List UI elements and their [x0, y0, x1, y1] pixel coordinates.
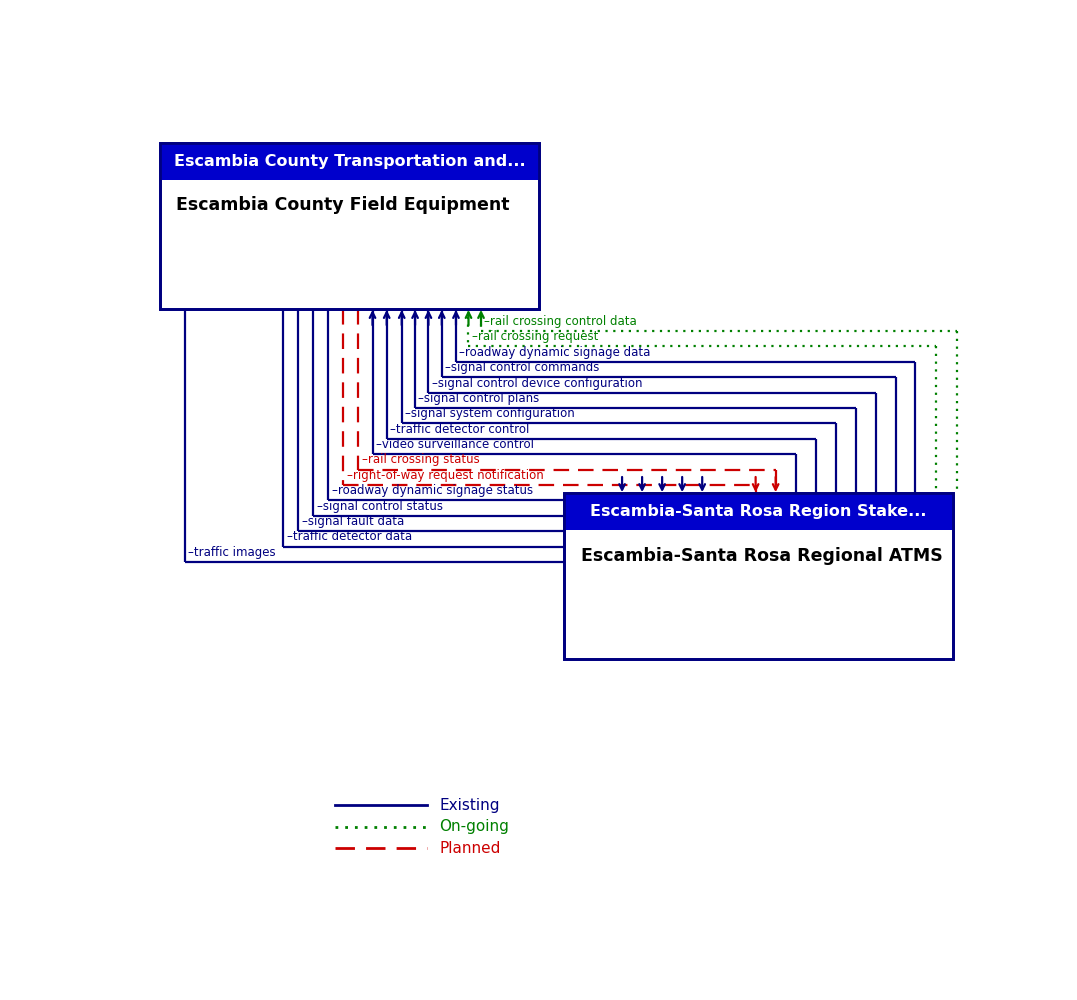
Text: Planned: Planned: [439, 841, 501, 856]
Text: –traffic detector control: –traffic detector control: [390, 423, 530, 436]
Bar: [159, 143, 540, 309]
Text: –rail crossing control data: –rail crossing control data: [485, 315, 638, 328]
Text: Escambia County Field Equipment: Escambia County Field Equipment: [177, 196, 509, 214]
Text: Escambia County Transportation and...: Escambia County Transportation and...: [173, 154, 526, 169]
Text: –signal control plans: –signal control plans: [418, 392, 540, 405]
Bar: [564, 493, 953, 530]
Bar: [564, 493, 953, 659]
Bar: [564, 493, 953, 659]
Text: –signal control commands: –signal control commands: [445, 361, 600, 374]
Text: –rail crossing request: –rail crossing request: [472, 330, 598, 343]
Text: –signal fault data: –signal fault data: [302, 515, 404, 528]
Text: –signal control status: –signal control status: [317, 500, 443, 513]
Text: –rail crossing status: –rail crossing status: [362, 454, 479, 466]
Text: –traffic detector data: –traffic detector data: [286, 530, 411, 544]
Text: –right-of-way request notification: –right-of-way request notification: [347, 469, 544, 482]
Bar: [159, 143, 540, 309]
Text: Escambia-Santa Rosa Region Stake...: Escambia-Santa Rosa Region Stake...: [590, 504, 927, 519]
Text: –roadway dynamic signage status: –roadway dynamic signage status: [332, 484, 533, 497]
Text: –signal control device configuration: –signal control device configuration: [432, 376, 642, 389]
Text: –roadway dynamic signage data: –roadway dynamic signage data: [459, 346, 651, 359]
Bar: [159, 143, 540, 180]
Text: Existing: Existing: [439, 798, 500, 813]
Text: Escambia-Santa Rosa Regional ATMS: Escambia-Santa Rosa Regional ATMS: [582, 547, 943, 565]
Text: –video surveillance control: –video surveillance control: [376, 438, 534, 451]
Text: –traffic images: –traffic images: [188, 546, 276, 559]
Text: On-going: On-going: [439, 819, 509, 834]
Text: –signal system configuration: –signal system configuration: [405, 407, 575, 420]
